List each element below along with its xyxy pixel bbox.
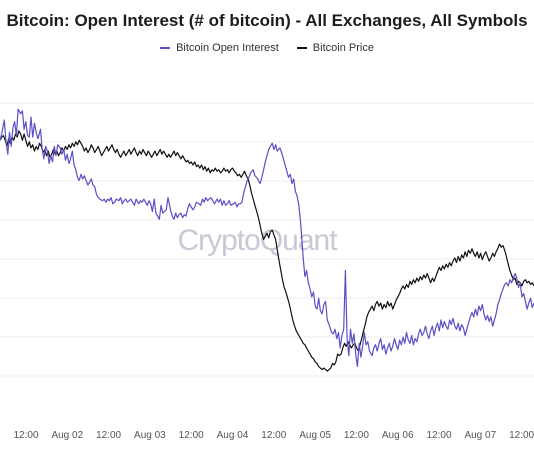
x-tick-label: 12:00: [179, 430, 204, 441]
x-tick-label: 12:00: [344, 430, 369, 441]
x-tick-label: Aug 02: [51, 430, 83, 441]
chart-legend: Bitcoin Open Interest Bitcoin Price: [0, 42, 534, 54]
legend-label-price: Bitcoin Price: [312, 42, 374, 54]
x-tick-label: Aug 07: [464, 430, 496, 441]
x-tick-label: 12:00: [13, 430, 38, 441]
chart-title: Bitcoin: Open Interest (# of bitcoin) - …: [6, 11, 528, 30]
legend-swatch-open-interest: [160, 47, 171, 49]
legend-label-open-interest: Bitcoin Open Interest: [176, 42, 279, 54]
chart-grid: [0, 102, 534, 377]
series-line-open-interest: [0, 108, 534, 368]
x-tick-label: 12:00: [96, 430, 121, 441]
legend-item-price[interactable]: Bitcoin Price: [296, 42, 374, 54]
legend-swatch-price: [296, 47, 307, 49]
legend-item-open-interest[interactable]: Bitcoin Open Interest: [160, 42, 279, 54]
chart-series: [0, 108, 534, 372]
watermark: CryptoQuant: [177, 224, 338, 257]
series-line-price: [0, 130, 534, 372]
x-tick-label: Aug 05: [299, 430, 331, 441]
x-tick-label: 12:00: [261, 430, 286, 441]
x-tick-label: 12:00: [426, 430, 451, 441]
x-tick-label: Aug 06: [382, 430, 414, 441]
x-tick-label: 12:00: [509, 430, 534, 441]
x-tick-label: Aug 03: [134, 430, 166, 441]
x-axis-ticks: 12:00 Aug 02 12:00 Aug 03 12:00 Aug 04 12:00 Au…: [13, 430, 534, 441]
x-tick-label: Aug 04: [217, 430, 249, 441]
